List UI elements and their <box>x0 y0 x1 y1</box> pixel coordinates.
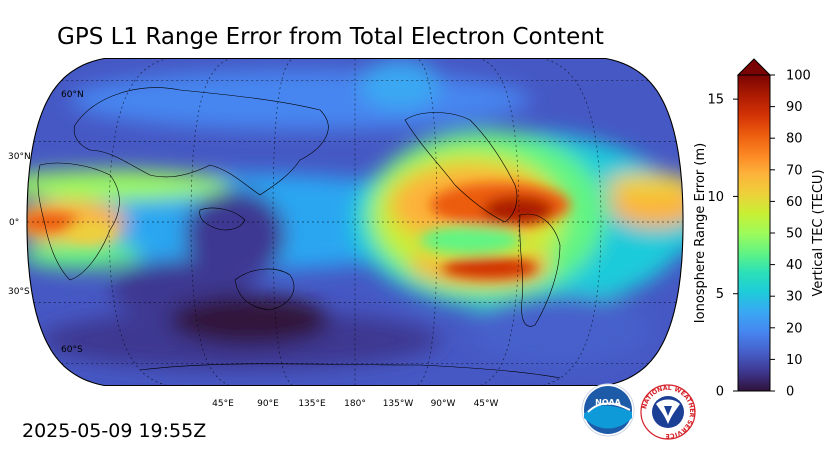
colorbar-gradient <box>737 74 771 392</box>
coastlines <box>37 87 561 379</box>
range-error-tick-label: 5 <box>716 287 724 302</box>
colorbar: 0 5 10 15 0 10 20 30 40 50 60 70 80 90 100 Ionosphere… <box>693 58 826 400</box>
timestamp: 2025-05-09 19:55Z <box>22 420 207 442</box>
meridian-line <box>480 58 520 386</box>
range-error-tick-label: 15 <box>707 93 724 108</box>
lon-label-135w: 135°W <box>383 399 414 409</box>
tec-tick-label: 50 <box>786 227 803 242</box>
meridian-line <box>190 58 230 386</box>
page-title: GPS L1 Range Error from Total Electron C… <box>57 24 604 50</box>
colorbar-right-ticks: 0 10 20 30 40 50 60 70 80 90 100 <box>770 69 811 400</box>
nws-logo: NATIONAL WEATHER SERVICE <box>640 384 696 440</box>
tec-tick-label: 100 <box>786 69 811 84</box>
graticule <box>27 58 683 386</box>
range-error-axis-label: Ionosphere Range Error (m) <box>693 143 708 323</box>
lon-label-180: 180° <box>344 399 366 409</box>
tec-tick-label: 90 <box>786 100 803 115</box>
tec-tick-label: 0 <box>786 385 794 400</box>
tec-tick-label: 40 <box>786 258 803 273</box>
tec-tick-label: 70 <box>786 163 803 178</box>
meridian-line <box>272 58 293 386</box>
lat-label-30s: 30°S <box>8 287 30 297</box>
latitude-labels: 60°N 30°N 0° 30°S 60°S <box>8 90 84 355</box>
tec-tick-label: 30 <box>786 290 803 305</box>
colorbar-left-ticks: 0 5 10 15 <box>707 93 738 400</box>
meridian-line <box>417 58 438 386</box>
lat-label-30n: 30°N <box>8 152 31 162</box>
tec-map <box>27 58 683 386</box>
longitude-labels: 45°E 90°E 135°E 180° 135°W 90°W 45°W <box>212 399 498 409</box>
lon-label-90e: 90°E <box>257 399 279 409</box>
range-error-tick-label: 0 <box>716 385 724 400</box>
lat-label-60s: 60°S <box>61 345 83 355</box>
tec-tick-label: 10 <box>786 353 803 368</box>
tec-tick-label: 60 <box>786 195 803 210</box>
range-error-tick-label: 10 <box>707 190 724 205</box>
tec-axis-label: Vertical TEC (TECU) <box>811 169 826 296</box>
tec-tick-label: 20 <box>786 321 803 336</box>
lon-label-90w: 90°W <box>431 399 456 409</box>
map-outline <box>26 57 684 387</box>
lon-label-45e: 45°E <box>212 399 234 409</box>
noaa-logo-text: NOAA <box>595 398 621 407</box>
lon-label-45w: 45°W <box>474 399 499 409</box>
lon-label-135e: 135°E <box>298 399 326 409</box>
meridian-line <box>543 58 602 386</box>
colorbar-extend-arrow <box>736 58 772 76</box>
tec-tick-label: 80 <box>786 132 803 147</box>
noaa-logo: NOAA <box>581 383 635 437</box>
lat-label-0: 0° <box>9 218 19 228</box>
lat-label-60n: 60°N <box>61 90 84 100</box>
meridian-line <box>108 58 167 386</box>
